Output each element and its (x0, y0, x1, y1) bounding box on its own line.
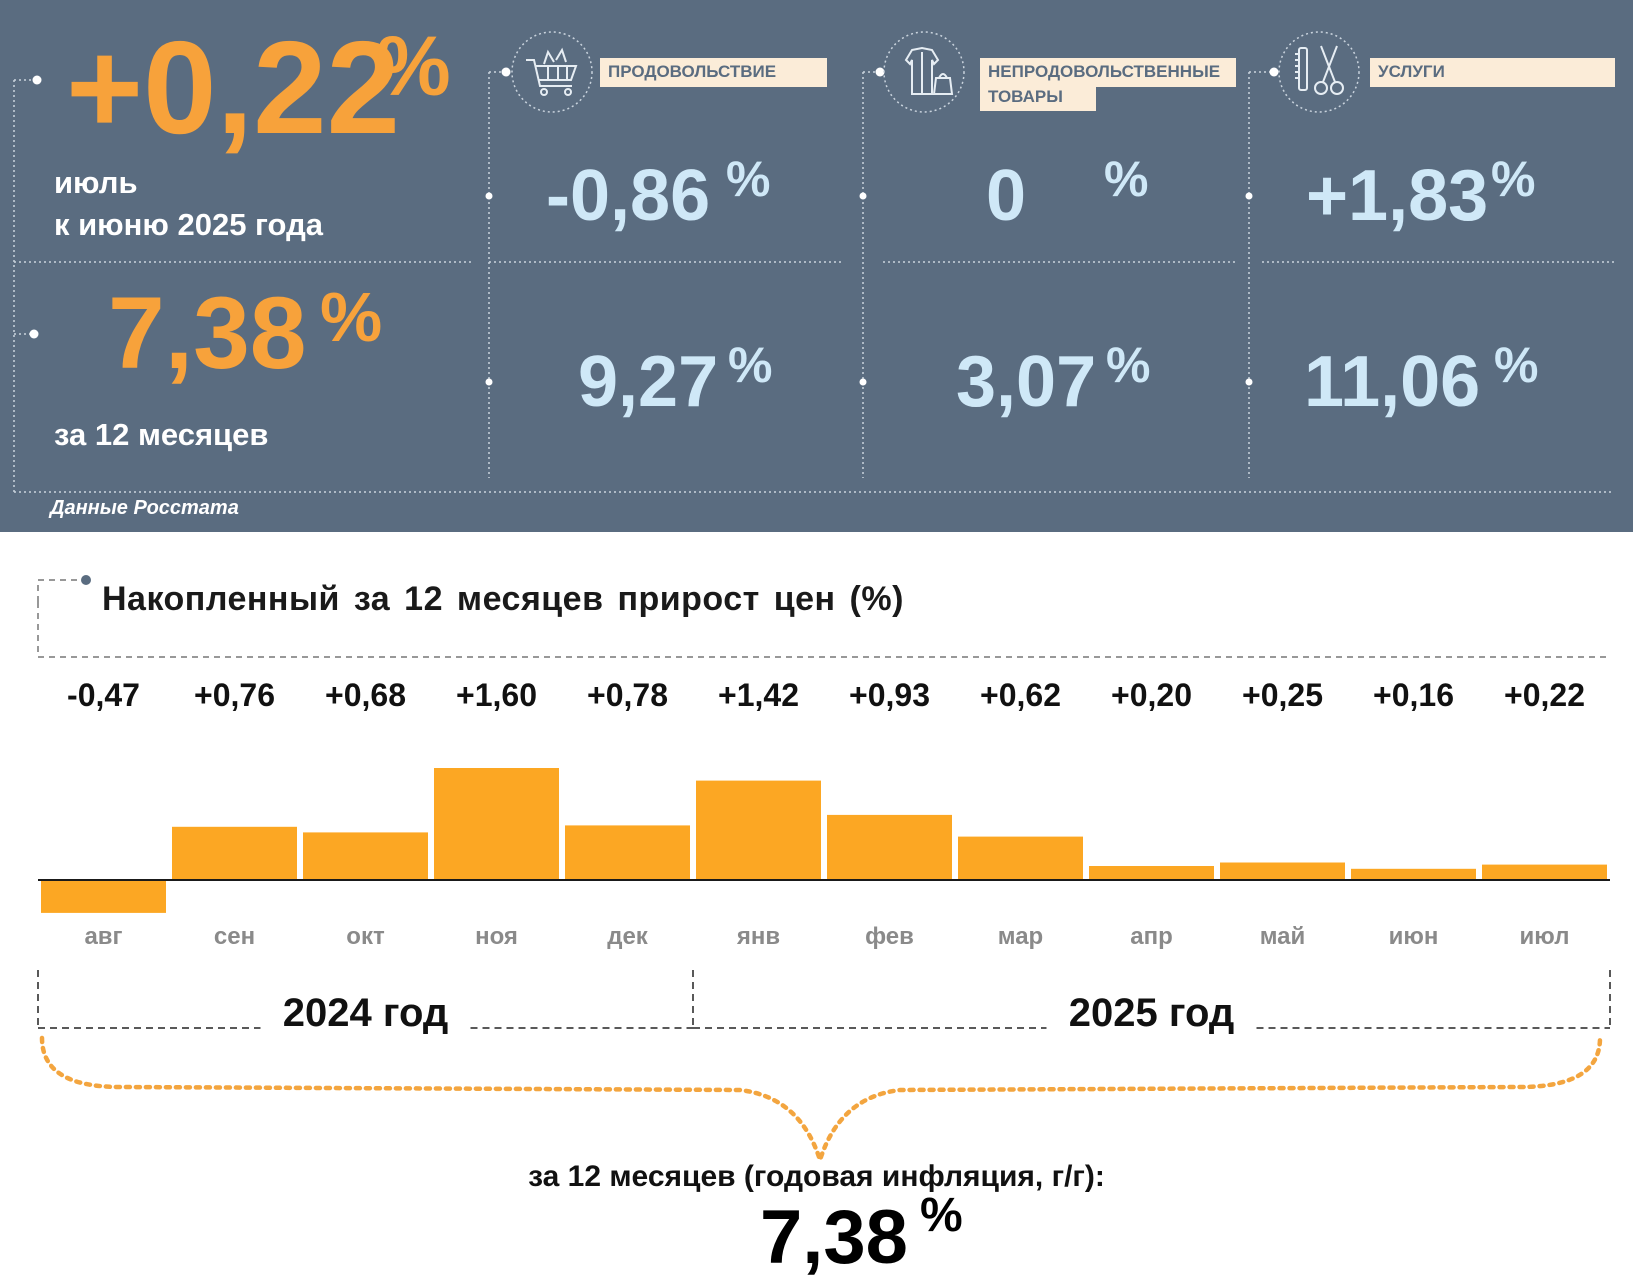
nonfood-monthly-number: 0 (986, 156, 1027, 236)
annual-total-caption: за 12 месяцев (годовая инфляция, г/г): (528, 1160, 1105, 1193)
value-label-ноя: +1,60 (456, 677, 537, 713)
summary-panel: +0,22 % июль к июню 2025 года 7,38 % за … (0, 0, 1633, 532)
title-bullet (81, 575, 91, 585)
nonfood-annual-number: 3,07 (956, 342, 1097, 422)
value-label-июл: +0,22 (1504, 677, 1585, 713)
food-monthly-number: -0,86 (546, 156, 711, 236)
chart-title: Накопленный за 12 месяцев прирост цен (%… (102, 580, 904, 618)
food-monthly-unit: % (726, 151, 771, 207)
monthly-inflation-unit: % (376, 19, 451, 113)
services-monthly-number: +1,83 (1306, 156, 1489, 236)
services-annual-number: 11,06 (1304, 342, 1481, 422)
category-label-nonfood-line2: ТОВАРЫ (980, 83, 1096, 111)
value-label-окт: +0,68 (325, 677, 406, 713)
value-label-мар: +0,62 (980, 677, 1061, 713)
annual-total-value: 7,38 % (760, 1192, 963, 1276)
value-label-янв: +1,42 (718, 677, 799, 713)
food-annual-unit: % (728, 337, 773, 393)
month-label-июл: июл (1520, 923, 1570, 950)
month-label-дек: дек (607, 923, 649, 950)
annual-inflation-number: 7,38 (108, 276, 307, 390)
services-annual-unit: % (1494, 337, 1539, 393)
month-label-янв: янв (736, 923, 780, 950)
panel-connector-lines (13, 67, 1614, 493)
value-label-апр: +0,20 (1111, 677, 1192, 713)
chart-bars (38, 768, 1610, 913)
monthly-inflation-value: +0,22 % (66, 22, 451, 154)
services-monthly-unit: % (1491, 151, 1536, 207)
month-label-фев: фев (865, 923, 914, 950)
scissors-comb-icon (1278, 31, 1360, 113)
month-label-ноя: ноя (475, 923, 518, 950)
year-group-label-1: 2024 год (283, 991, 449, 1035)
value-label-дек: +0,78 (587, 677, 668, 713)
bar-июл (1482, 864, 1607, 880)
annual-inflation-value: 7,38 % (108, 282, 382, 384)
chart-value-labels: -0,47 +0,76 +0,68 +1,60 +0,78 +1,42 +0,93 +0,62… (67, 677, 1585, 713)
bar-апр (1089, 866, 1214, 880)
category-label-nonfood: НЕПРОДОВОЛЬСТВЕННЫЕ (980, 58, 1236, 87)
annual-inflation-unit: % (320, 278, 383, 356)
month-label-мар: мар (998, 923, 1043, 950)
month-label-апр: апр (1130, 923, 1173, 950)
clothing-icon (883, 31, 965, 113)
value-label-май: +0,25 (1242, 677, 1323, 713)
month-label-авг: авг (84, 923, 122, 950)
bar-дек (565, 825, 690, 880)
bar-авг (41, 880, 166, 913)
bar-окт (303, 832, 428, 880)
monthly-label-month: июль (54, 165, 138, 200)
bar-янв (696, 780, 821, 880)
nonfood-monthly-unit: % (1104, 151, 1149, 207)
nonfood-annual-unit: % (1106, 337, 1151, 393)
month-label-май: май (1260, 923, 1306, 950)
bar-фев (827, 814, 952, 880)
bar-мар (958, 836, 1083, 880)
month-label-июн: июн (1389, 923, 1439, 950)
annual-total-unit: % (920, 1189, 963, 1242)
value-label-сен: +0,76 (194, 677, 275, 713)
bar-сен (172, 826, 297, 880)
value-label-фев: +0,93 (849, 677, 930, 713)
month-label-сен: сен (214, 923, 255, 950)
year-group-label-2: 2025 год (1069, 991, 1235, 1035)
bar-май (1220, 862, 1345, 880)
shopping-cart-icon (511, 31, 593, 113)
value-label-авг: -0,47 (67, 677, 140, 713)
monthly-inflation-number: +0,22 (66, 14, 400, 161)
annual-total-number: 7,38 (760, 1195, 908, 1280)
food-annual-number: 9,27 (578, 342, 719, 422)
category-label-food: ПРОДОВОЛЬСТВИЕ (600, 58, 827, 87)
chart-decorations (37, 575, 1610, 658)
bar-ноя (434, 768, 559, 880)
source-note: Данные Росстата (50, 497, 239, 519)
bar-июн (1351, 868, 1476, 880)
chart-year-groups: 2024 год 2025 год (37, 970, 1611, 1168)
month-label-окт: окт (346, 923, 385, 950)
monthly-inflation-chart: -0,47 +0,76 +0,68 +1,60 +0,78 +1,42 +0,93 +0,62… (37, 575, 1611, 1168)
chart-month-labels: авг сен окт ноя дек янв фев мар апр май июн июл (84, 923, 1569, 950)
annual-label: за 12 месяцев (54, 417, 269, 452)
title-connector (37, 579, 80, 602)
monthly-label-period: к июню 2025 года (54, 207, 323, 242)
value-label-июн: +0,16 (1373, 677, 1454, 713)
category-label-services: УСЛУГИ (1370, 58, 1615, 87)
annual-brace (39, 1035, 1603, 1168)
